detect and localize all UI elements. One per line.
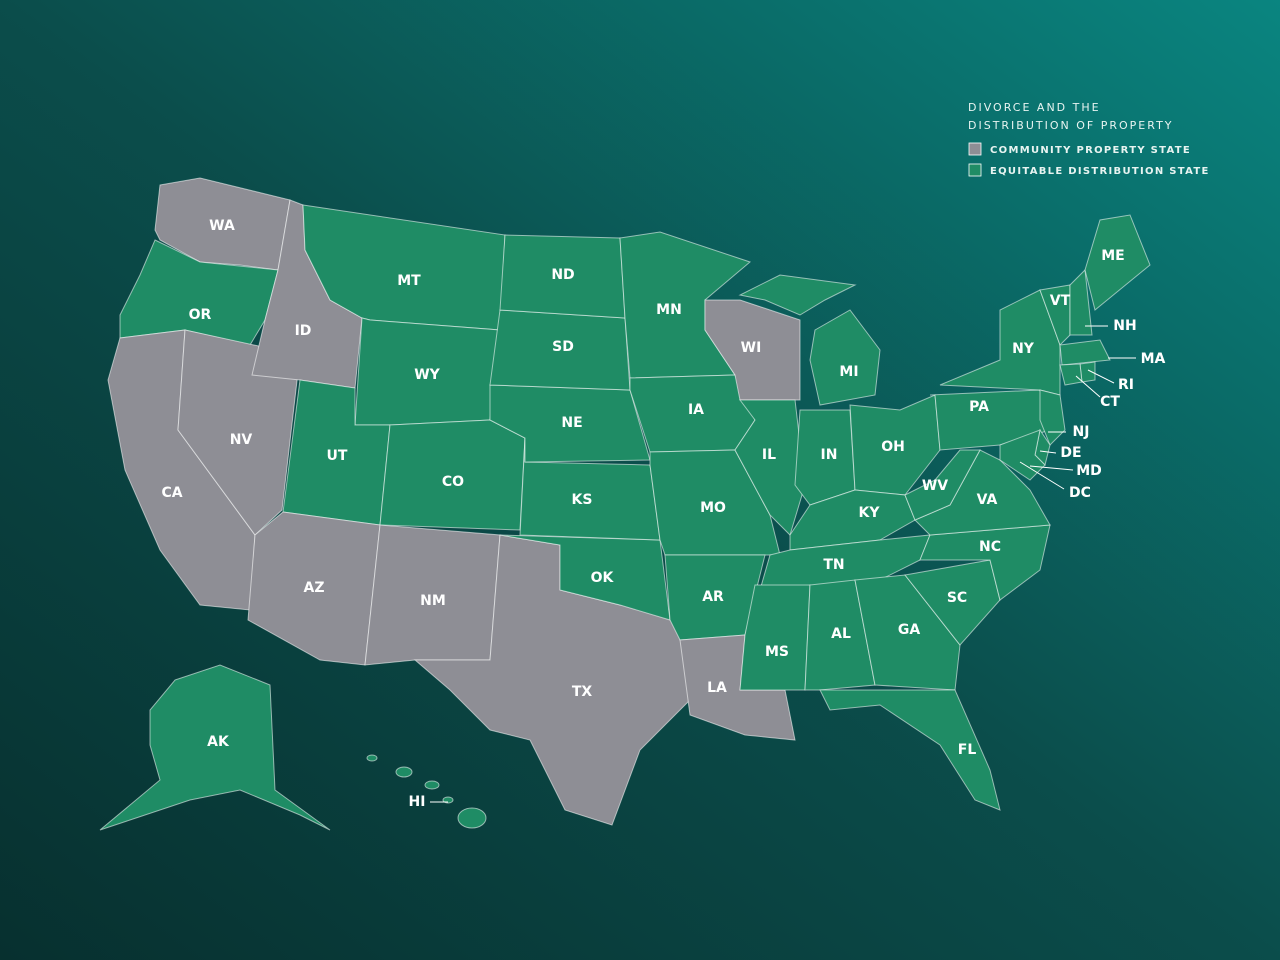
state-label: WA (209, 218, 235, 234)
state-shape (1069, 268, 1093, 336)
state-label: MT (397, 273, 421, 289)
state-shape (804, 579, 876, 691)
state-shape (904, 449, 981, 521)
leader-line (1029, 465, 1074, 471)
state-label: WI (741, 340, 762, 356)
state-label: KY (859, 505, 881, 521)
state-label: UT (327, 448, 348, 464)
state-label: WY (414, 367, 440, 383)
state-label: NH (1113, 318, 1136, 334)
leader-line (1087, 369, 1115, 384)
state-label: LA (707, 680, 727, 696)
state-label: OH (881, 439, 905, 455)
state-label: CT (1100, 394, 1120, 410)
state-label: NC (979, 539, 1001, 555)
legend-label: COMMUNITY PROPERTY STATE (990, 145, 1191, 156)
state-shape (809, 309, 881, 406)
state-shape (738, 274, 857, 316)
state-label: HI (409, 794, 426, 810)
state-label: IL (762, 447, 776, 463)
state-label: ND (551, 267, 574, 283)
state-shape (739, 584, 811, 691)
state-label: AL (831, 626, 851, 642)
legend-title: DISTRIBUTION OF PROPERTY (968, 119, 1174, 132)
state-shape (999, 429, 1046, 481)
state-label: MI (839, 364, 858, 380)
state-label: WV (922, 478, 948, 494)
state-label: OK (591, 570, 615, 586)
state-shape (1059, 339, 1111, 366)
state-label: NE (561, 415, 582, 431)
state-label: TN (823, 557, 844, 573)
state-label: NJ (1073, 424, 1090, 440)
state-label: AZ (304, 580, 325, 596)
state-label: SC (947, 590, 967, 606)
state-label: MN (656, 302, 682, 318)
state-shape (1084, 214, 1151, 311)
state-label: PA (969, 399, 989, 415)
state-shape (457, 807, 487, 829)
state-label: IN (821, 447, 838, 463)
state-label: NM (420, 593, 446, 609)
state-shape (854, 574, 961, 691)
state-shape (154, 177, 291, 271)
state-label: MD (1076, 463, 1102, 479)
legend-title: DIVORCE AND THE (968, 101, 1101, 114)
state-label: IA (688, 402, 704, 418)
state-label: DE (1060, 445, 1081, 461)
state-label: RI (1118, 377, 1134, 393)
leader-lines (430, 325, 1136, 803)
leader-line (1019, 461, 1065, 490)
state-label: SD (552, 339, 574, 355)
state-label: TX (572, 684, 593, 700)
state-shape (1059, 363, 1083, 386)
legend-label: EQUITABLE DISTRIBUTION STATE (990, 166, 1210, 177)
state-label: NV (230, 432, 253, 448)
state-shape (424, 780, 440, 790)
state-label: GA (898, 622, 920, 638)
state-label: FL (958, 742, 977, 758)
legend: DIVORCE AND THE DISTRIBUTION OF PROPERTY… (968, 101, 1210, 177)
state-label: MA (1141, 351, 1166, 367)
state-labels: WA OR CA NV ID MT WY UT CO AZ NM TX OK KS NE SD ND MN IA MO… (161, 218, 1165, 810)
state-label: MS (765, 644, 789, 660)
state-label: ME (1101, 248, 1125, 264)
state-label: NY (1012, 341, 1035, 357)
state-shape (99, 664, 331, 831)
state-label: ID (295, 323, 312, 339)
states (99, 177, 1151, 831)
leader-line (1039, 450, 1057, 454)
state-label: VA (977, 492, 998, 508)
state-shape (395, 766, 413, 778)
state-label: MO (700, 500, 726, 516)
state-label: AK (207, 734, 230, 750)
legend-swatch (968, 142, 982, 156)
state-label: CA (161, 485, 182, 501)
state-label: AR (702, 589, 724, 605)
state-label: DC (1069, 485, 1091, 501)
state-label: VT (1050, 293, 1071, 309)
legend-swatch (968, 163, 982, 177)
state-label: OR (189, 307, 212, 323)
state-label: KS (572, 492, 593, 508)
state-shape (1039, 389, 1066, 446)
state-shape (734, 399, 806, 536)
state-shape (819, 689, 1001, 811)
leader-line (1075, 375, 1101, 398)
state-label: CO (442, 474, 464, 490)
state-shape (366, 754, 378, 762)
